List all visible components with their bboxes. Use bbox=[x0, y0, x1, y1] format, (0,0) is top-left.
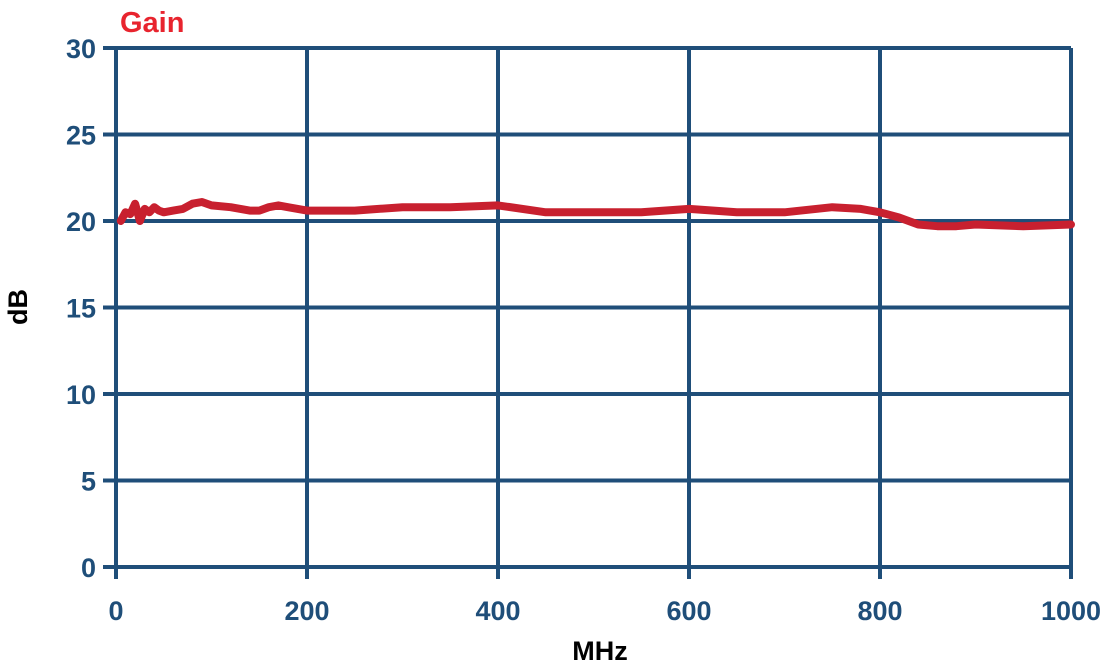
y-tick-label: 15 bbox=[66, 294, 96, 324]
y-tick-label: 25 bbox=[66, 121, 96, 151]
x-tick-label: 800 bbox=[857, 596, 902, 626]
y-tick-label: 0 bbox=[81, 553, 96, 583]
x-tick-label: 400 bbox=[475, 596, 520, 626]
x-tick-label: 200 bbox=[284, 596, 329, 626]
y-tick-label: 10 bbox=[66, 380, 96, 410]
x-tick-label: 0 bbox=[108, 596, 123, 626]
y-axis-label: dB bbox=[3, 289, 33, 325]
grid bbox=[103, 46, 1073, 579]
x-axis-tick-labels: 0 200 400 600 800 1000 bbox=[108, 596, 1101, 626]
x-axis-label: MHz bbox=[572, 636, 628, 666]
y-tick-label: 30 bbox=[66, 34, 96, 64]
series-group bbox=[116, 198, 1075, 231]
y-tick-label: 20 bbox=[66, 207, 96, 237]
y-axis-tick-labels: 0 5 10 15 20 25 30 bbox=[66, 34, 96, 583]
x-tick-label: 1000 bbox=[1041, 596, 1101, 626]
series-line-gain bbox=[116, 198, 1075, 231]
y-tick-label: 5 bbox=[81, 467, 96, 497]
x-tick-label: 600 bbox=[666, 596, 711, 626]
chart-title: Gain bbox=[120, 7, 184, 39]
